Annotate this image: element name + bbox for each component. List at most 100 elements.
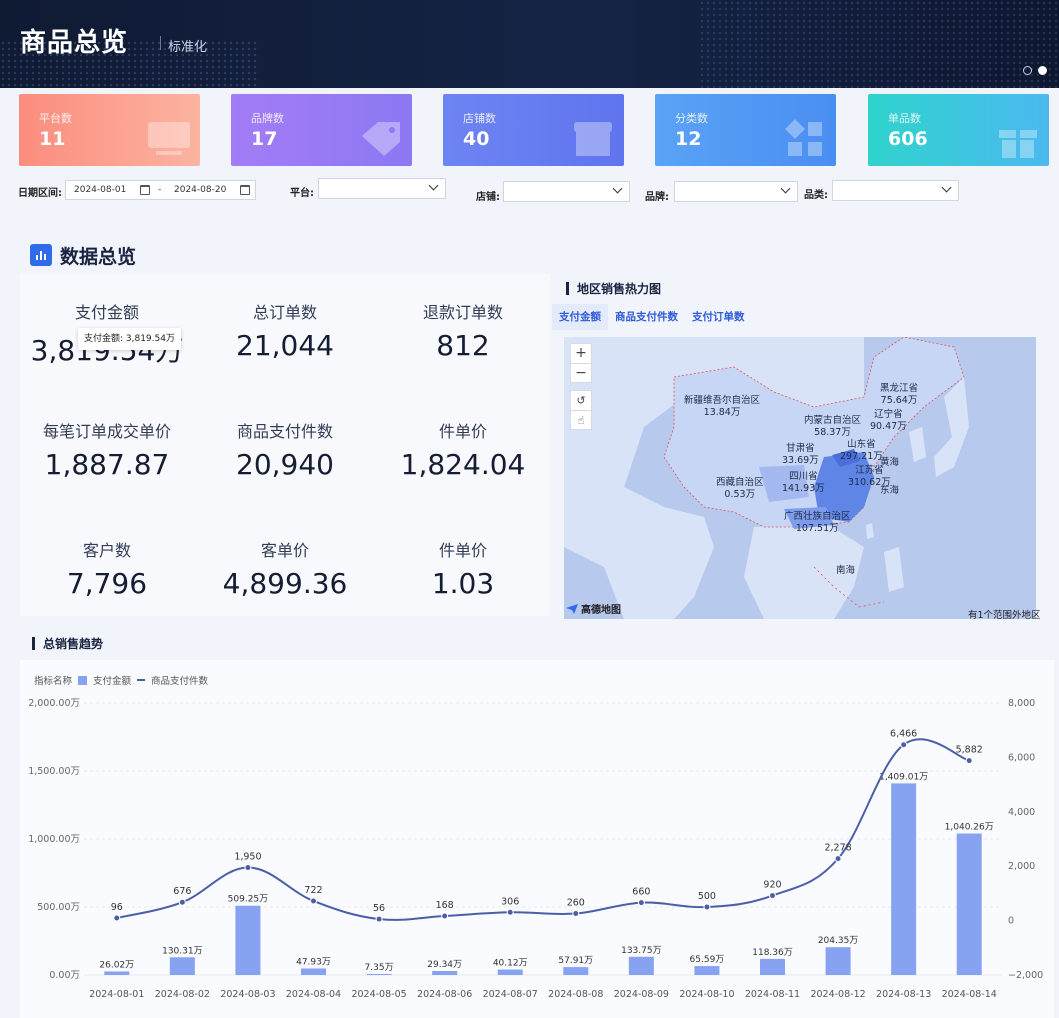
kpi-label: 总订单数 [252, 303, 317, 322]
header-decoration [699, 0, 1059, 88]
region-label: 山东省 297.21万 [840, 439, 883, 462]
platform-select[interactable] [318, 178, 446, 199]
bar-amount [104, 971, 130, 975]
bar-data-label: 118.36万 [752, 948, 793, 958]
region-guangxi [784, 507, 834, 529]
map-canvas [564, 337, 969, 619]
legend-item-quantity[interactable]: 商品支付件数 [151, 676, 209, 687]
line-point [703, 903, 711, 911]
tag-icon [362, 122, 400, 156]
zoom-in-button[interactable]: + [575, 345, 587, 361]
bar-data-label: 130.31万 [162, 946, 203, 956]
line-point [572, 910, 580, 918]
kpi-item: 商品支付件数 20,940 [197, 418, 373, 481]
legend-item-amount[interactable]: 支付金额 [93, 676, 132, 687]
region-label: 内蒙古自治区 58.37万 [804, 415, 862, 438]
page-dot-2[interactable] [1038, 66, 1047, 75]
line-point [769, 892, 776, 900]
zoom-out-button[interactable]: − [571, 363, 591, 383]
bar-data-label: 133.75万 [621, 946, 662, 956]
stat-card-value: 606 [888, 128, 928, 150]
kpi-label: 客户数 [82, 541, 131, 560]
land-taiwan [866, 523, 874, 539]
date-separator: - [158, 185, 162, 195]
title-accent-bar [32, 637, 35, 650]
bar-amount [235, 905, 261, 975]
bar-data-label: 204.35万 [818, 936, 859, 946]
region-label: 甘肃省 33.69万 [782, 443, 819, 466]
kpi-item: 总订单数 21,044 [197, 299, 373, 362]
region-label: 辽宁省 90.47万 [870, 409, 907, 432]
page-title: 商品总览 [20, 28, 129, 58]
tab-pay-amount[interactable]: 支付金额 [552, 304, 608, 330]
line-data-label: 500 [698, 891, 716, 902]
sea-label: 南海 [836, 565, 856, 576]
land-japan [934, 377, 969, 477]
bar-data-label: 1,409.01万 [879, 772, 928, 782]
stat-card-platforms: 平台数 11 [19, 94, 200, 166]
stat-card-categories: 分类数 12 [655, 94, 836, 166]
bar-data-label: 40.12万 [493, 959, 528, 969]
page-dot-1[interactable] [1023, 66, 1032, 75]
kpi-label: 件单价 [438, 541, 487, 560]
map-tabs: 支付金额 商品支付件数 支付订单数 [552, 304, 752, 330]
date-end-value[interactable]: 2024-08-20 [174, 185, 227, 195]
bar-amount [563, 967, 589, 975]
bar-amount [497, 969, 523, 975]
sea-label: 黄海 [880, 457, 900, 468]
y-right-tick-label: 2,000 [1008, 861, 1035, 872]
region-label: 西藏自治区 0.53万 [716, 477, 764, 500]
line-data-label: 2,278 [824, 843, 851, 854]
land-korea [909, 427, 926, 462]
tab-order-count[interactable]: 支付订单数 [692, 311, 745, 323]
x-tick-label: 2024-08-04 [286, 989, 341, 1000]
kpi-label: 客单价 [260, 541, 309, 560]
line-data-label: 1,950 [234, 852, 261, 863]
pan-hand-icon[interactable]: ☝ [571, 410, 591, 430]
line-data-label: 168 [436, 900, 454, 911]
kpi-item: 件单价 1,824.04 [375, 418, 551, 481]
category-select[interactable] [832, 180, 959, 201]
bar-amount [760, 958, 785, 975]
heat-map[interactable]: + − ↺ ☝ 新疆维吾尔自治区 13.84万 内蒙古自治区 58.37万 黑龙江省… [564, 337, 1036, 619]
overview-header: 数据总览 [30, 242, 136, 268]
bar-amount [366, 974, 392, 975]
bar-chart-icon [30, 244, 52, 266]
x-tick-label: 2024-08-05 [351, 989, 406, 1000]
bar-data-label: 29.34万 [427, 960, 462, 970]
line-point [834, 855, 842, 863]
stat-card-label: 分类数 [675, 112, 708, 125]
region-sichuan [759, 465, 809, 502]
bar-amount [956, 833, 982, 975]
line-data-label: 722 [304, 885, 322, 896]
x-tick-label: 2024-08-10 [679, 989, 734, 1000]
map-section-title: 地区销售热力图 [566, 280, 661, 297]
tab-item-count[interactable]: 商品支付件数 [615, 311, 678, 323]
region-label: 四川省 141.93万 [782, 471, 825, 494]
x-tick-label: 2024-08-13 [876, 989, 931, 1000]
y-right-tick-label: −2,000 [1008, 970, 1043, 981]
date-range-picker[interactable]: 2024-08-01 - 2024-08-20 [65, 180, 256, 200]
kpi-value: 21,044 [236, 329, 334, 362]
stat-cards: 平台数 11 品牌数 17 店铺数 40 分类数 12 单品数 606 [0, 94, 1059, 168]
bar-data-label: 7.35万 [365, 963, 394, 973]
kpi-label: 商品支付件数 [236, 422, 333, 441]
y-left-tick-label: 1,000.00万 [28, 834, 80, 845]
region-label: 新疆维吾尔自治区 13.84万 [684, 395, 761, 418]
calendar-icon[interactable] [240, 185, 250, 195]
date-start-value[interactable]: 2024-08-01 [74, 185, 127, 195]
store-select[interactable] [503, 181, 630, 202]
stat-card-stores: 店铺数 40 [443, 94, 624, 166]
line-data-label: 676 [173, 886, 191, 897]
line-point [965, 757, 973, 765]
line-point [310, 897, 317, 905]
brand-select[interactable] [674, 181, 798, 202]
region-east [814, 452, 874, 522]
legend-title: 指标名称 [34, 676, 73, 687]
kpi-label: 支付金额 [74, 303, 139, 322]
header-decoration [0, 40, 260, 88]
trend-section-title: 总销售趋势 [32, 635, 103, 652]
reset-icon[interactable]: ↺ [576, 394, 586, 407]
calendar-icon[interactable] [140, 185, 150, 195]
y-left-tick-label: 1,500.00万 [28, 766, 80, 777]
